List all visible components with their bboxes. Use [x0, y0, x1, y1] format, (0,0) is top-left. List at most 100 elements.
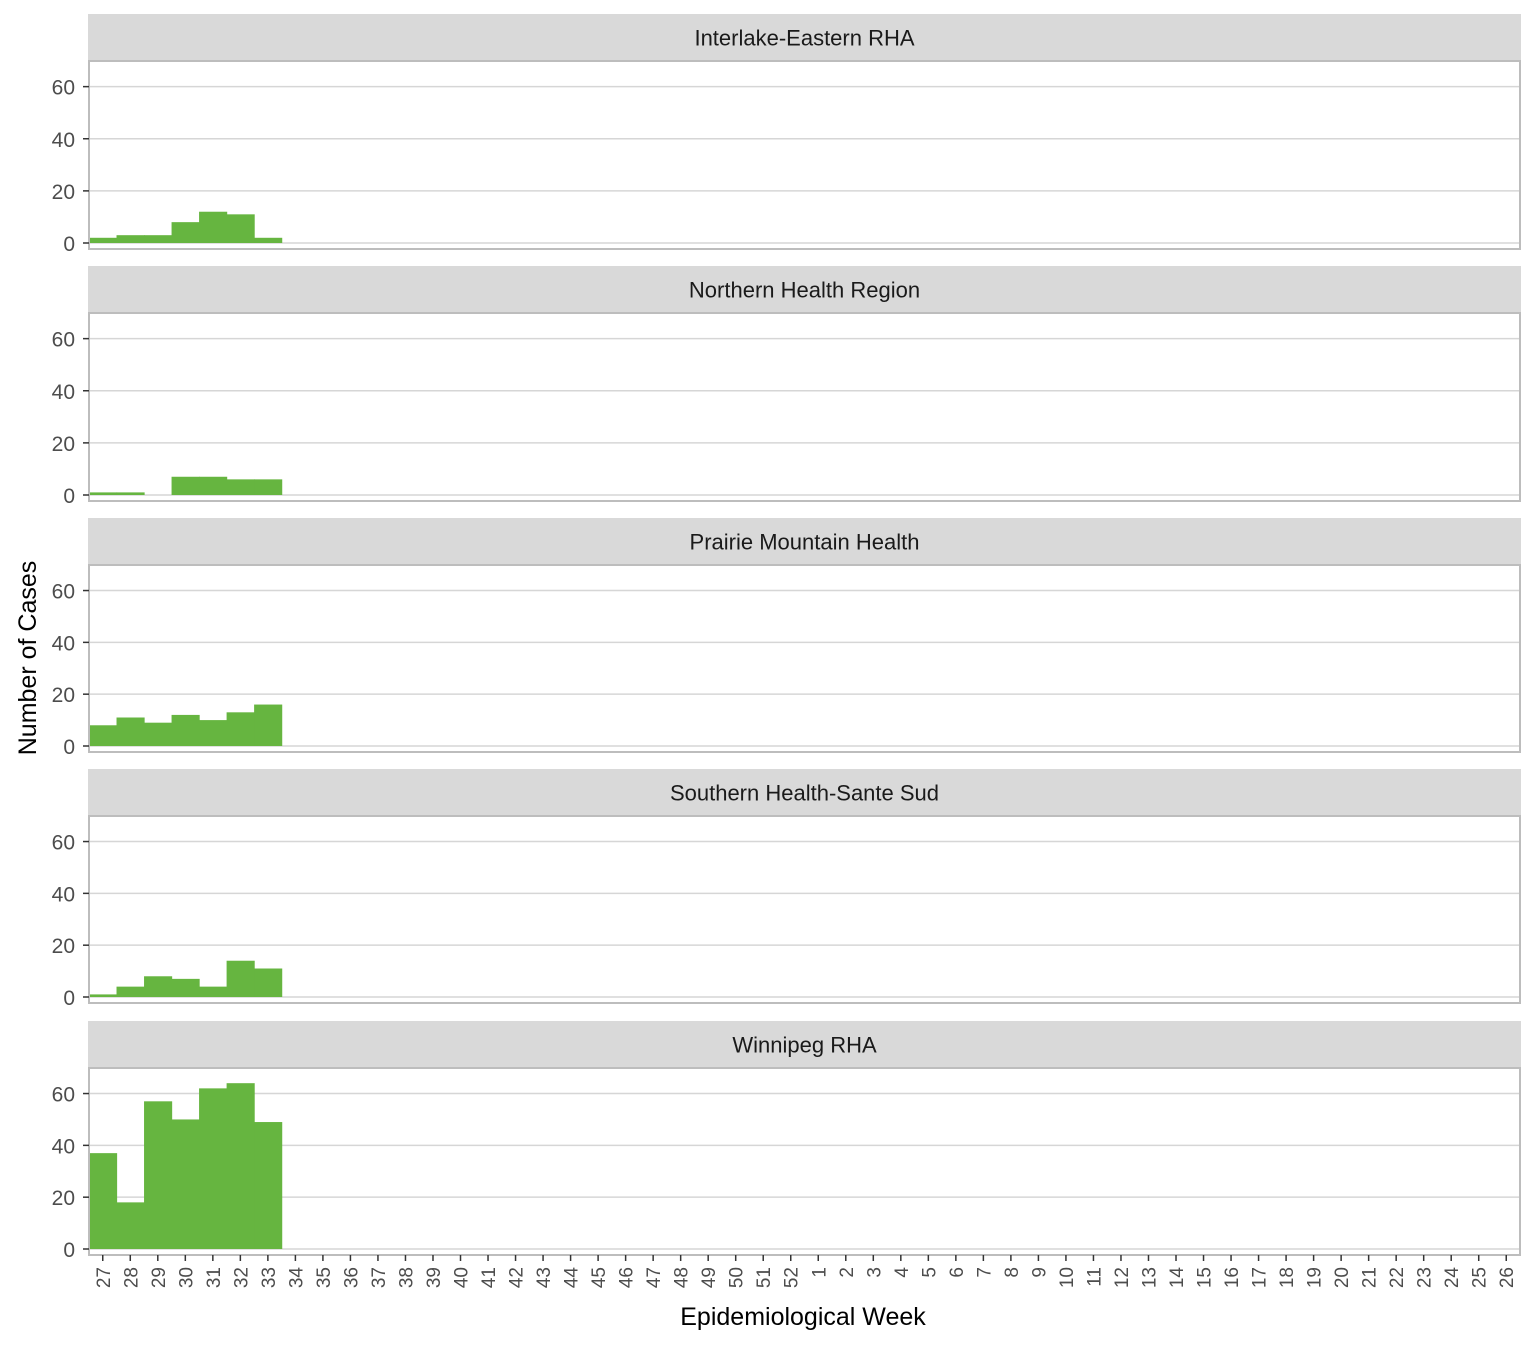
x-tick-label: 39 [424, 1267, 445, 1288]
x-tick-label: 5 [919, 1267, 940, 1278]
x-tick-label: 14 [1167, 1267, 1188, 1289]
bar [226, 960, 255, 997]
x-tick-label: 27 [94, 1267, 115, 1288]
facet-strip [88, 14, 1521, 60]
facet-strip [88, 266, 1521, 312]
x-tick-label: 16 [1222, 1267, 1243, 1288]
x-tick-label: 10 [1057, 1267, 1078, 1288]
bar [144, 722, 173, 746]
facet-title: Northern Health Region [689, 278, 920, 303]
x-tick-label: 22 [1387, 1267, 1408, 1288]
y-tick-label: 0 [63, 736, 75, 759]
x-tick-label: 24 [1442, 1267, 1463, 1289]
y-tick-label: 60 [52, 832, 75, 855]
facet-panel-1: Interlake-Eastern RHA 0 20 40 60 [52, 14, 1521, 256]
y-tick-label: 40 [52, 632, 75, 655]
bar [199, 211, 228, 243]
x-tick-label: 25 [1470, 1267, 1491, 1288]
y-tick-label: 40 [52, 1135, 75, 1158]
facet-title: Prairie Mountain Health [690, 530, 920, 555]
y-tick-label: 0 [63, 987, 75, 1010]
bar [144, 235, 173, 243]
bar [226, 479, 255, 495]
bar [199, 476, 228, 495]
bar [171, 222, 200, 243]
x-tick-label: 31 [204, 1267, 225, 1288]
bar [226, 214, 255, 243]
x-axis-label: Epidemiological Week [680, 1303, 926, 1331]
y-tick-label: 20 [52, 433, 75, 456]
y-tick-label: 20 [52, 1187, 75, 1210]
bar [171, 1119, 200, 1249]
x-tick-label: 11 [1084, 1267, 1105, 1287]
x-tick-label: 37 [369, 1267, 390, 1288]
x-tick-label: 49 [699, 1267, 720, 1288]
x-tick-label: 18 [1277, 1267, 1298, 1288]
bar [89, 725, 118, 746]
x-tick-label: 35 [314, 1267, 335, 1288]
panel-border [88, 60, 1521, 250]
y-axis-label: Number of Cases [14, 561, 42, 756]
x-tick-label: 19 [1305, 1267, 1326, 1288]
x-tick-label: 48 [672, 1267, 693, 1288]
x-tick-label: 36 [341, 1267, 362, 1288]
facet-panel-2: Northern Health Region 0 20 40 60 [52, 266, 1521, 508]
x-tick-label: 41 [479, 1267, 500, 1288]
bar [254, 1122, 283, 1249]
facet-title: Southern Health-Sante Sud [670, 781, 939, 806]
x-tick-label: 30 [176, 1267, 197, 1288]
bar [171, 978, 200, 997]
bar [199, 986, 228, 997]
x-tick-label: 42 [507, 1267, 528, 1288]
panel-border [88, 564, 1521, 753]
x-tick-label: 23 [1415, 1267, 1436, 1288]
bar [116, 986, 145, 997]
x-tick-label: 28 [121, 1267, 142, 1288]
x-tick-label: 33 [259, 1267, 280, 1288]
x-tick-label: 26 [1497, 1267, 1518, 1288]
bar [226, 1083, 255, 1249]
y-tick-label: 20 [52, 181, 75, 204]
bar [226, 712, 255, 746]
x-tick-label: 1 [809, 1267, 830, 1278]
x-tick-label: 40 [452, 1267, 473, 1288]
bar [199, 1088, 228, 1249]
bar [116, 717, 145, 746]
y-tick-label: 40 [52, 883, 75, 906]
x-tick-label: 20 [1332, 1267, 1353, 1288]
bar [89, 492, 118, 495]
x-tick-label: 17 [1250, 1267, 1271, 1288]
facet-strip [88, 1021, 1521, 1067]
facet-panel-4: Southern Health-Sante Sud 0 20 40 60 [52, 769, 1521, 1010]
bar [171, 476, 200, 495]
bar [116, 492, 145, 495]
x-tick-label: 2 [837, 1267, 858, 1278]
y-tick-label: 40 [52, 129, 75, 152]
facet-panel-3: Prairie Mountain Health 0 20 40 60 [52, 518, 1521, 759]
x-tick-label: 8 [1002, 1267, 1023, 1278]
bar [199, 720, 228, 746]
x-tick-label: 52 [782, 1267, 803, 1288]
x-tick-label: 32 [231, 1267, 252, 1288]
y-tick-label: 60 [52, 77, 75, 100]
bar [254, 968, 283, 997]
panel-border [88, 312, 1521, 502]
x-tick-label: 21 [1360, 1267, 1381, 1288]
x-tick-label: 6 [947, 1267, 968, 1278]
bar [116, 235, 145, 243]
x-tick-label: 12 [1112, 1267, 1133, 1288]
y-tick-label: 60 [52, 581, 75, 604]
x-tick-label: 43 [534, 1267, 555, 1288]
x-tick-label: 13 [1139, 1267, 1160, 1288]
y-tick-label: 20 [52, 935, 75, 958]
x-tick-label: 44 [562, 1267, 583, 1289]
facet-title: Interlake-Eastern RHA [694, 26, 914, 51]
y-tick-label: 60 [52, 329, 75, 352]
bar [171, 714, 200, 746]
x-tick-label: 4 [892, 1267, 913, 1278]
x-tick-label: 15 [1195, 1267, 1216, 1288]
x-tick-label: 50 [727, 1267, 748, 1288]
